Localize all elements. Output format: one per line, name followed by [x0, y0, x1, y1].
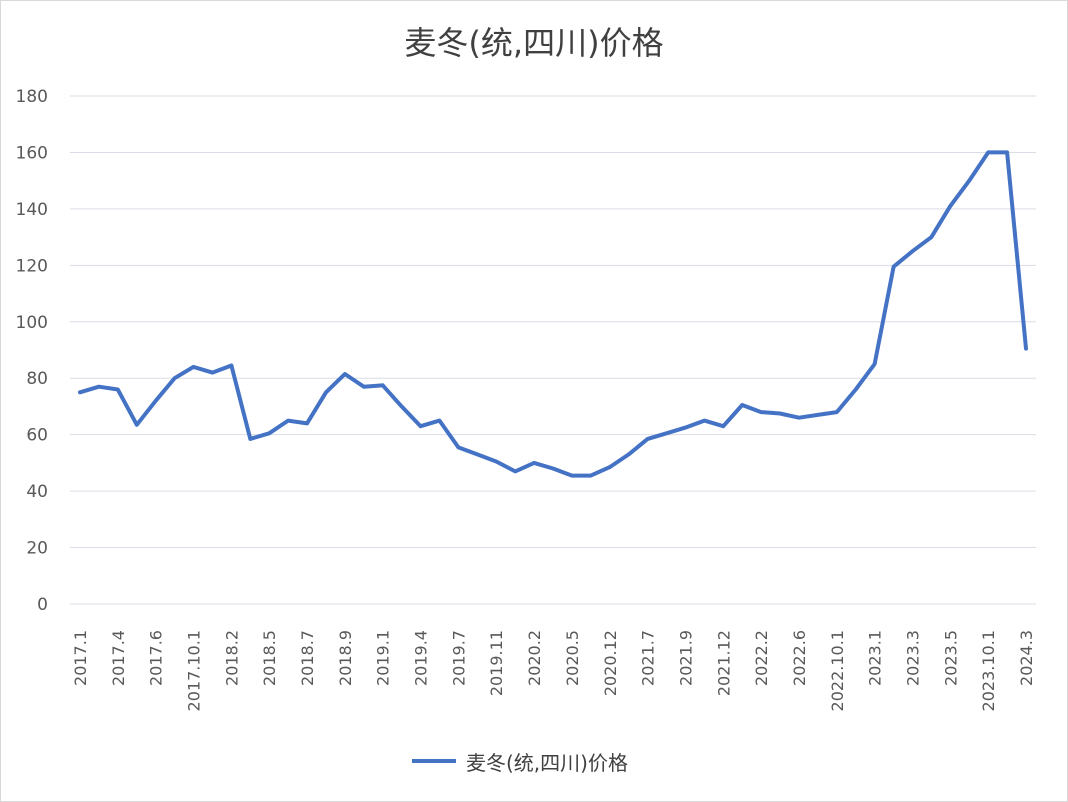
- legend-swatch: [412, 759, 456, 763]
- x-tick-label: 2021.7: [639, 630, 658, 686]
- y-tick-label: 140: [16, 200, 48, 220]
- x-tick-label: 2023.3: [903, 630, 922, 686]
- y-tick-label: 40: [26, 482, 48, 502]
- x-tick-label: 2018.9: [336, 630, 355, 686]
- legend-label: 麦冬(统,四川)价格: [466, 750, 628, 775]
- x-tick-label: 2017.1: [71, 630, 90, 686]
- y-tick-label: 60: [26, 426, 48, 446]
- chart-title: 麦冬(统,四川)价格: [404, 24, 664, 62]
- x-tick-label: 2017.6: [147, 630, 166, 686]
- y-tick-label: 100: [16, 313, 48, 333]
- y-tick-label: 80: [26, 369, 48, 389]
- y-tick-label: 180: [16, 87, 48, 107]
- x-tick-label: 2021.12: [714, 630, 733, 696]
- x-tick-label: 2020.12: [601, 630, 620, 696]
- x-tick-label: 2017.4: [109, 630, 128, 686]
- x-tick-label: 2023.5: [941, 630, 960, 686]
- y-tick-label: 120: [16, 256, 48, 276]
- x-tick-label: 2023.10.1: [979, 630, 998, 711]
- x-tick-label: 2017.10.1: [185, 630, 204, 711]
- x-tick-label: 2022.6: [790, 630, 809, 686]
- x-tick-label: 2024.3: [1017, 630, 1036, 686]
- x-tick-label: 2019.1: [374, 630, 393, 686]
- x-tick-label: 2018.5: [260, 630, 279, 686]
- series-line: [78, 150, 1028, 478]
- y-tick-label: 20: [26, 539, 48, 559]
- x-tick-label: 2021.9: [676, 630, 695, 686]
- x-tick-label: 2022.2: [752, 630, 771, 686]
- legend: 麦冬(统,四川)价格: [412, 746, 628, 776]
- x-tick-label: 2022.10.1: [828, 630, 847, 711]
- x-tick-label: 2020.2: [525, 630, 544, 686]
- x-tick-label: 2018.2: [222, 630, 241, 686]
- x-tick-label: 2018.7: [298, 630, 317, 686]
- x-tick-label: 2019.7: [449, 630, 468, 686]
- x-tick-label: 2020.5: [563, 630, 582, 686]
- x-tick-label: 2023.1: [866, 630, 885, 686]
- y-tick-label: 0: [37, 595, 48, 615]
- x-tick-label: 2019.11: [487, 630, 506, 696]
- y-tick-label: 160: [16, 143, 48, 163]
- x-tick-label: 2019.4: [412, 630, 431, 686]
